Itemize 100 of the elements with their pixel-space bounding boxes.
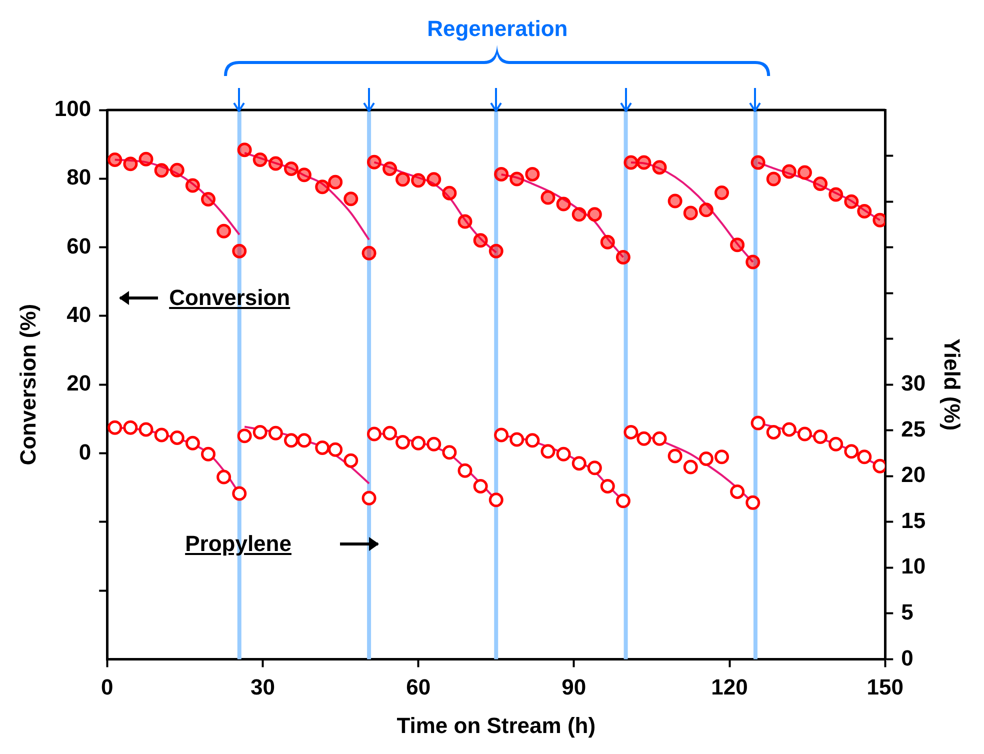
y2-axis-title: Yield (%) [940,338,965,431]
point [600,234,615,250]
y2-tick-label: 30 [901,370,926,396]
point [766,172,781,186]
point [473,478,488,494]
point [488,244,504,258]
point [766,424,781,440]
y-tick-label: 20 [66,370,92,396]
point [636,431,652,446]
point [730,238,745,252]
point [510,172,524,186]
x-tick-label: 30 [250,674,275,700]
y2-tick-label: 20 [901,462,926,488]
point [296,168,312,182]
point [268,426,283,440]
annotation: Propylene [185,530,292,557]
point [366,426,382,442]
point [473,233,488,248]
point [396,435,410,450]
y-tick-label: 60 [66,233,92,258]
x-tick-label: 90 [562,674,586,700]
point [813,176,828,192]
point [797,426,812,442]
point [587,207,602,222]
point [458,463,472,478]
point [138,422,154,437]
point [652,431,667,446]
point [556,446,571,462]
point [108,152,122,168]
point [668,194,682,208]
point [828,187,844,202]
point [396,172,410,187]
point [525,166,540,182]
point [668,448,682,464]
point [494,166,509,182]
point [344,192,358,206]
point [284,433,298,448]
point [540,190,556,205]
x-tick-label: 60 [406,674,431,700]
point [572,207,586,222]
point [216,470,232,484]
point [488,492,504,508]
point [201,192,216,206]
point [510,432,524,447]
point [170,430,184,445]
point [123,156,138,172]
point [154,163,169,178]
point [442,445,457,460]
point [296,433,312,448]
point [458,214,472,229]
text: Regeneration [427,16,568,42]
point [216,224,232,238]
point [154,428,169,442]
point [844,194,859,209]
point [750,416,766,430]
point [624,155,638,170]
y-axis-title: Conversion (%) [15,304,40,466]
x-tick-label: 120 [711,674,748,700]
point [382,426,398,440]
point [232,244,247,258]
y2-tick-label: 0 [901,645,914,670]
point [426,172,442,187]
point [426,436,442,452]
point [252,424,268,440]
point [442,186,457,200]
point [797,165,812,180]
point [268,156,283,171]
y2-tick-label: 25 [901,416,926,442]
point [328,442,343,457]
point [782,164,796,179]
y-tick-label: 80 [66,164,92,190]
point [714,450,729,464]
point [746,495,760,510]
y2-tick-label: 5 [901,599,914,624]
point [123,420,138,435]
point [494,428,509,442]
point [366,154,382,170]
point [540,444,556,459]
point [813,430,828,444]
point [185,436,200,450]
point [315,180,330,194]
point [237,428,252,444]
point [185,178,200,193]
point [572,456,586,471]
point [587,460,602,476]
point [683,206,698,220]
y2-tick-label: 15 [901,508,926,533]
point [201,446,216,462]
point [616,250,630,265]
point [556,196,571,212]
point [138,152,154,166]
point [237,142,252,158]
y-tick-label: 40 [66,302,92,328]
point [284,161,298,176]
point [857,204,872,219]
point [108,420,122,435]
point [328,174,343,190]
x-tick-label: 150 [866,674,904,700]
point [683,460,698,474]
point [698,451,714,466]
